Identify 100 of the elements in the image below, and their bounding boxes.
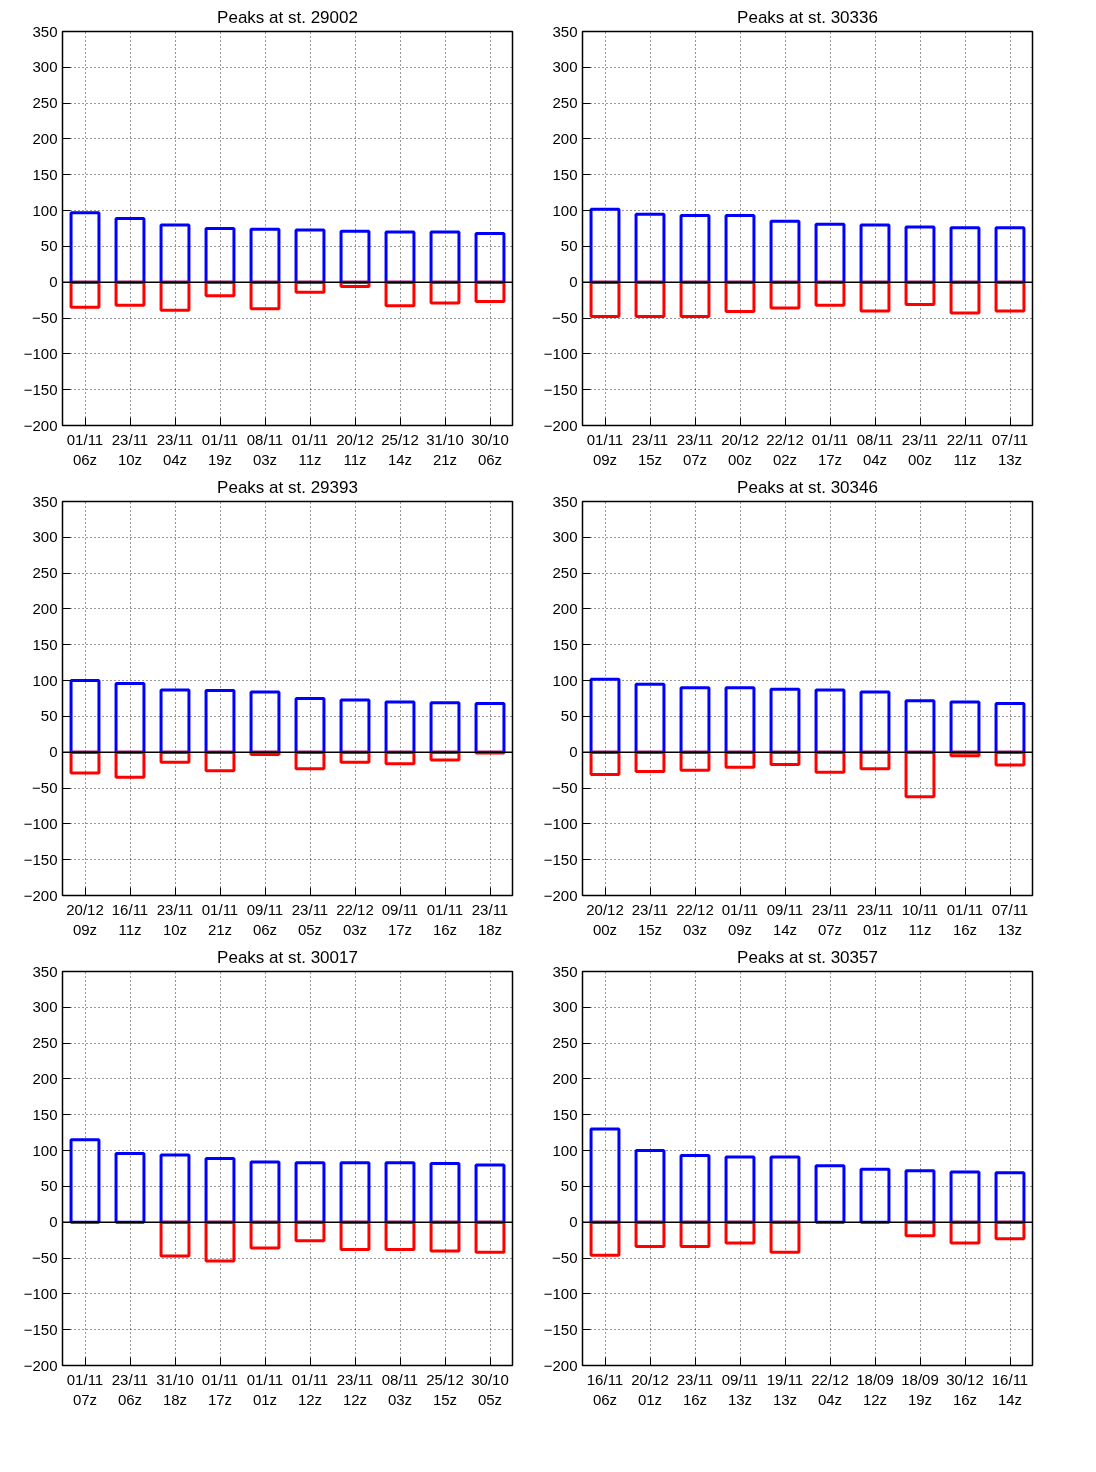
y-tick-label: 300 bbox=[552, 528, 578, 546]
x-tick-label: 16/11 14z bbox=[991, 1370, 1029, 1408]
y-tick-label: 250 bbox=[552, 564, 578, 582]
x-tick-label: 08/11 03z bbox=[246, 430, 284, 468]
y-tick-label: 50 bbox=[560, 1177, 578, 1195]
y-tick-label: −200 bbox=[543, 886, 578, 904]
y-tick-label: 300 bbox=[32, 58, 58, 76]
chart-title: Peaks at st. 30336 bbox=[737, 7, 878, 27]
x-tick-label: 01/11 06z bbox=[66, 430, 104, 468]
y-tick-label: 0 bbox=[569, 1213, 578, 1231]
y-tick-label: 250 bbox=[552, 94, 578, 112]
y-tick-label: −100 bbox=[543, 344, 578, 362]
x-tick-label: 01/11 07z bbox=[66, 1370, 104, 1408]
y-tick-label: −200 bbox=[543, 1356, 578, 1374]
chart-title: Peaks at st. 30346 bbox=[737, 477, 878, 497]
y-tick-label: −150 bbox=[23, 1320, 58, 1338]
y-tick-label: 50 bbox=[40, 707, 58, 725]
y-tick-label: −100 bbox=[23, 814, 58, 832]
y-tick-label: −50 bbox=[552, 309, 578, 327]
x-tick-label: 23/11 07z bbox=[676, 430, 714, 468]
y-tick-label: 200 bbox=[32, 599, 58, 617]
y-tick-label: 350 bbox=[552, 492, 578, 510]
x-tick-label: 01/11 16z bbox=[946, 900, 984, 938]
x-tick-label: 01/11 17z bbox=[201, 1370, 239, 1408]
x-tick-label: 23/11 05z bbox=[291, 900, 329, 938]
y-tick-label: −200 bbox=[543, 416, 578, 434]
y-tick-label: −150 bbox=[543, 850, 578, 868]
y-tick-label: 350 bbox=[32, 962, 58, 980]
chart-title: Peaks at st. 30017 bbox=[217, 947, 358, 967]
x-tick-label: 23/11 10z bbox=[156, 900, 194, 938]
y-tick-label: 200 bbox=[32, 1069, 58, 1087]
x-tick-label: 08/11 04z bbox=[856, 430, 894, 468]
y-tick-label: 100 bbox=[552, 1141, 578, 1159]
y-tick-label: 250 bbox=[32, 94, 58, 112]
x-tick-label: 01/11 12z bbox=[291, 1370, 329, 1408]
x-tick-label: 08/11 03z bbox=[381, 1370, 419, 1408]
x-tick-label: 01/11 17z bbox=[811, 430, 849, 468]
y-tick-label: −150 bbox=[23, 380, 58, 398]
y-tick-label: 150 bbox=[552, 1105, 578, 1123]
x-tick-label: 23/11 15z bbox=[631, 430, 669, 468]
x-tick-label: 19/11 13z bbox=[766, 1370, 804, 1408]
y-tick-label: −100 bbox=[23, 344, 58, 362]
y-tick-label: 50 bbox=[40, 237, 58, 255]
y-tick-label: 300 bbox=[32, 528, 58, 546]
chart-title: Peaks at st. 29393 bbox=[217, 477, 358, 497]
x-tick-label: 22/11 11z bbox=[946, 430, 984, 468]
x-tick-label: 16/11 11z bbox=[111, 900, 149, 938]
y-tick-label: 300 bbox=[552, 998, 578, 1016]
x-tick-label: 09/11 13z bbox=[721, 1370, 759, 1408]
y-tick-label: 250 bbox=[32, 1034, 58, 1052]
x-tick-label: 22/12 02z bbox=[766, 430, 804, 468]
y-tick-label: 0 bbox=[569, 273, 578, 291]
y-tick-label: 350 bbox=[32, 492, 58, 510]
y-tick-label: −150 bbox=[543, 380, 578, 398]
y-tick-label: 0 bbox=[49, 743, 58, 761]
x-tick-label: 01/11 09z bbox=[586, 430, 624, 468]
x-tick-label: 01/11 09z bbox=[721, 900, 759, 938]
y-tick-label: 100 bbox=[32, 1141, 58, 1159]
y-tick-label: 300 bbox=[552, 58, 578, 76]
y-tick-label: −50 bbox=[552, 1249, 578, 1267]
x-tick-label: 07/11 13z bbox=[991, 430, 1029, 468]
y-tick-label: 150 bbox=[32, 635, 58, 653]
x-tick-label: 25/12 15z bbox=[426, 1370, 464, 1408]
y-tick-label: 150 bbox=[32, 165, 58, 183]
x-tick-label: 01/11 19z bbox=[201, 430, 239, 468]
x-tick-label: 23/11 07z bbox=[811, 900, 849, 938]
y-tick-label: 0 bbox=[49, 273, 58, 291]
x-tick-label: 23/11 04z bbox=[156, 430, 194, 468]
y-tick-label: 350 bbox=[32, 22, 58, 40]
x-tick-label: 20/12 00z bbox=[586, 900, 624, 938]
y-tick-label: 250 bbox=[552, 1034, 578, 1052]
x-tick-label: 30/10 05z bbox=[471, 1370, 509, 1408]
x-tick-label: 23/11 15z bbox=[631, 900, 669, 938]
x-tick-label: 20/12 00z bbox=[721, 430, 759, 468]
x-tick-label: 23/11 12z bbox=[336, 1370, 374, 1408]
chart-title: Peaks at st. 29002 bbox=[217, 7, 358, 27]
x-tick-label: 23/11 06z bbox=[111, 1370, 149, 1408]
y-tick-label: 350 bbox=[552, 962, 578, 980]
y-tick-label: 350 bbox=[552, 22, 578, 40]
y-tick-label: −100 bbox=[23, 1284, 58, 1302]
y-tick-label: 50 bbox=[560, 707, 578, 725]
y-tick-label: 0 bbox=[569, 743, 578, 761]
y-tick-label: −50 bbox=[552, 779, 578, 797]
y-tick-label: 150 bbox=[552, 165, 578, 183]
x-tick-label: 20/12 11z bbox=[336, 430, 374, 468]
y-tick-label: −150 bbox=[23, 850, 58, 868]
x-tick-label: 01/11 21z bbox=[201, 900, 239, 938]
y-tick-label: 200 bbox=[552, 599, 578, 617]
y-tick-label: −200 bbox=[23, 416, 58, 434]
y-tick-label: 200 bbox=[552, 129, 578, 147]
y-tick-label: 100 bbox=[552, 201, 578, 219]
x-tick-label: 20/12 01z bbox=[631, 1370, 669, 1408]
x-tick-label: 09/11 17z bbox=[381, 900, 419, 938]
y-tick-label: −50 bbox=[32, 1249, 58, 1267]
x-tick-label: 09/11 06z bbox=[246, 900, 284, 938]
x-tick-label: 25/12 14z bbox=[381, 430, 419, 468]
y-tick-label: 100 bbox=[32, 201, 58, 219]
x-tick-label: 07/11 13z bbox=[991, 900, 1029, 938]
y-tick-label: 50 bbox=[40, 1177, 58, 1195]
x-tick-label: 22/12 03z bbox=[676, 900, 714, 938]
